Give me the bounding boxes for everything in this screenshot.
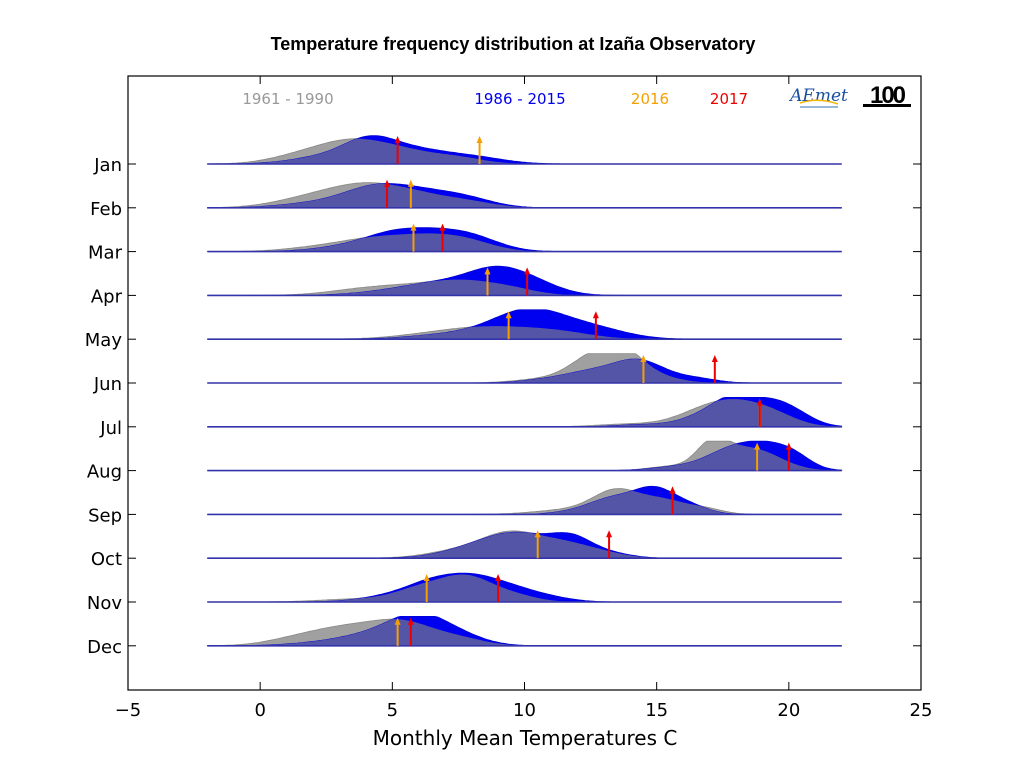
marker-head-2016-jun	[640, 355, 647, 362]
y-axis: Jan Feb Mar Apr May Jun Jul Aug Sep Oct Nov Dec	[85, 155, 921, 658]
marker-head-2016-aug	[754, 442, 761, 450]
x-axis-label: Monthly Mean Temperatures C	[373, 726, 678, 750]
centenary-logo: 100	[863, 82, 911, 109]
ridge-overlap-aug	[207, 443, 842, 471]
marker-head-2017-apr	[524, 267, 531, 275]
legend-entry-1961-1990: 1961 - 1990	[242, 90, 333, 108]
ridge-overlap-mar	[207, 233, 842, 252]
marker-head-2016-mar	[410, 223, 417, 231]
ridge-overlap-feb	[207, 183, 842, 208]
ridge-jun-1961-1990	[207, 353, 842, 384]
ridge-overlap-sep	[207, 490, 842, 515]
aemet-logo-text: AEmet	[788, 86, 848, 106]
y-tick-label-dec: Dec	[87, 637, 122, 658]
marker-head-2017-jul	[756, 398, 763, 406]
year-markers-layer	[384, 136, 792, 646]
marker-head-2016-jan	[476, 136, 483, 143]
ridge-sep-1986-2015	[207, 485, 842, 515]
x-tick-label-0: −5	[115, 700, 142, 721]
ridges-layer	[206, 135, 843, 647]
aemet-logo: AEmet	[788, 86, 848, 108]
y-tick-label-nov: Nov	[87, 593, 122, 614]
marker-head-2017-oct	[606, 530, 613, 538]
marker-head-2017-dec	[407, 617, 414, 625]
y-tick-label-sep: Sep	[88, 505, 122, 526]
y-tick-label-may: May	[85, 330, 123, 351]
ridge-overlap-nov	[207, 574, 842, 602]
marker-head-2017-may	[592, 311, 599, 319]
y-tick-label-jul: Jul	[99, 418, 122, 439]
y-tick-label-oct: Oct	[91, 549, 122, 570]
x-tick-label-4: 15	[645, 700, 668, 721]
ridge-overlap-may	[207, 326, 842, 340]
legend-entry-2017: 2017	[710, 90, 748, 108]
aemet-logo-swoosh	[799, 99, 839, 105]
ridge-dec-1961-1990	[206, 618, 842, 647]
x-tick-label-1: 0	[254, 700, 265, 721]
x-tick-label-2: 5	[387, 700, 398, 721]
x-tick-label-3: 10	[513, 700, 536, 721]
x-tick-label-6: 25	[910, 700, 933, 721]
marker-head-2016-nov	[423, 574, 430, 581]
marker-head-2017-aug	[785, 442, 792, 450]
ridge-sep-1961-1990	[207, 488, 842, 515]
legend-entry-1986-2015: 1986 - 2015	[474, 90, 565, 108]
ridge-overlap-dec	[207, 619, 842, 646]
marker-head-2017-nov	[495, 574, 502, 581]
x-tick-label-5: 20	[777, 700, 800, 721]
y-tick-label-jan: Jan	[93, 155, 122, 176]
marker-head-2016-oct	[534, 530, 541, 538]
ridge-overlap-jan	[207, 138, 842, 164]
ridge-overlap-oct	[207, 532, 842, 559]
centenary-logo-base	[863, 104, 911, 107]
y-tick-label-jun: Jun	[93, 374, 122, 395]
y-tick-label-mar: Mar	[88, 243, 123, 264]
y-tick-label-aug: Aug	[87, 462, 122, 483]
marker-head-2016-may	[505, 311, 512, 319]
y-tick-label-apr: Apr	[91, 286, 123, 307]
marker-head-2016-dec	[394, 617, 401, 625]
marker-head-2016-apr	[484, 267, 491, 275]
chart-title: Temperature frequency distribution at Iz…	[271, 34, 756, 54]
marker-head-2017-mar	[439, 223, 446, 231]
ridge-overlap-apr	[207, 279, 842, 296]
aemet-logo-subtitle-bar	[800, 106, 838, 108]
legend-entry-2016: 2016	[631, 90, 669, 108]
ridge-overlap-jul	[207, 399, 842, 427]
x-axis: −5 0 5 10 15 20 25	[115, 76, 933, 721]
marker-head-2017-sep	[669, 486, 676, 494]
y-tick-label-feb: Feb	[90, 199, 122, 220]
marker-head-2017-feb	[384, 179, 391, 187]
legend: 1961 - 1990 1986 - 2015 2016 2017	[242, 90, 748, 108]
marker-head-2017-jan	[394, 136, 401, 143]
marker-head-2017-jun	[711, 355, 718, 362]
marker-head-2016-feb	[407, 179, 414, 187]
